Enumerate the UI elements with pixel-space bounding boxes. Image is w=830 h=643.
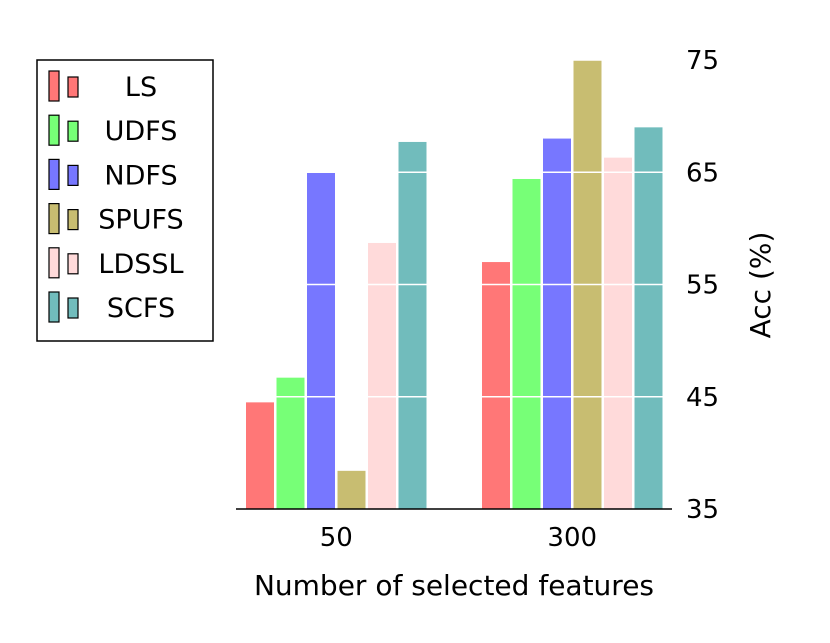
legend: LS UDFS NDFS SPUFS LDSSL SCFS	[36, 59, 214, 342]
legend-swatch-large	[48, 114, 60, 146]
bar-spufs-50	[337, 470, 366, 509]
legend-swatch-large	[48, 291, 60, 323]
y-tick-45: 45	[686, 383, 719, 413]
y-axis-title: Acc (%)	[744, 232, 777, 339]
legend-item-ndfs: NDFS	[48, 158, 178, 191]
x-tick-labels: 50 300	[320, 523, 597, 553]
legend-label: NDFS	[104, 160, 177, 191]
y-tick-35: 35	[686, 495, 719, 525]
legend-item-udfs: UDFS	[48, 114, 178, 147]
legend-swatch-small	[67, 209, 79, 231]
bar-ls-300	[482, 262, 510, 509]
legend-label: SPUFS	[98, 205, 183, 236]
plot-area	[236, 59, 672, 510]
y-tick-75: 75	[686, 46, 719, 76]
x-tick-300: 300	[547, 523, 597, 553]
legend-box	[36, 59, 214, 342]
bar-ndfs-50	[307, 172, 335, 509]
legend-swatch-small	[67, 164, 79, 186]
legend-item-spufs: SPUFS	[48, 203, 184, 236]
y-tick-65: 65	[686, 158, 719, 188]
x-axis-title: Number of selected features	[254, 569, 654, 602]
legend-swatch-small	[67, 253, 79, 275]
legend-swatch-large	[48, 158, 60, 190]
legend-item-ldssl: LDSSL	[48, 247, 184, 280]
bar-ls-50	[246, 402, 274, 509]
legend-label: LS	[125, 72, 157, 103]
legend-item-scfs: SCFS	[48, 291, 175, 324]
legend-label: SCFS	[107, 293, 175, 324]
legend-swatch-large	[48, 203, 60, 235]
legend-swatch-small	[67, 120, 79, 142]
bar-ldssl-300	[604, 157, 632, 509]
legend-swatch-small	[67, 76, 79, 98]
y-tick-55: 55	[686, 271, 719, 301]
bar-ldssl-50	[368, 242, 396, 509]
bar-udfs-300	[512, 178, 541, 510]
legend-swatch-large	[48, 70, 60, 102]
bar-udfs-50	[276, 377, 305, 509]
bar-scfs-50	[398, 141, 427, 509]
legend-label: UDFS	[105, 116, 178, 147]
y-tick-labels: 35 45 55 65 75	[686, 46, 719, 525]
bar-ndfs-300	[543, 138, 571, 509]
legend-label: LDSSL	[98, 249, 183, 280]
x-tick-50: 50	[320, 523, 353, 553]
legend-item-ls: LS	[48, 70, 157, 103]
legend-swatch-large	[48, 247, 60, 279]
bar-scfs-300	[634, 127, 663, 509]
legend-swatch-small	[67, 297, 79, 319]
